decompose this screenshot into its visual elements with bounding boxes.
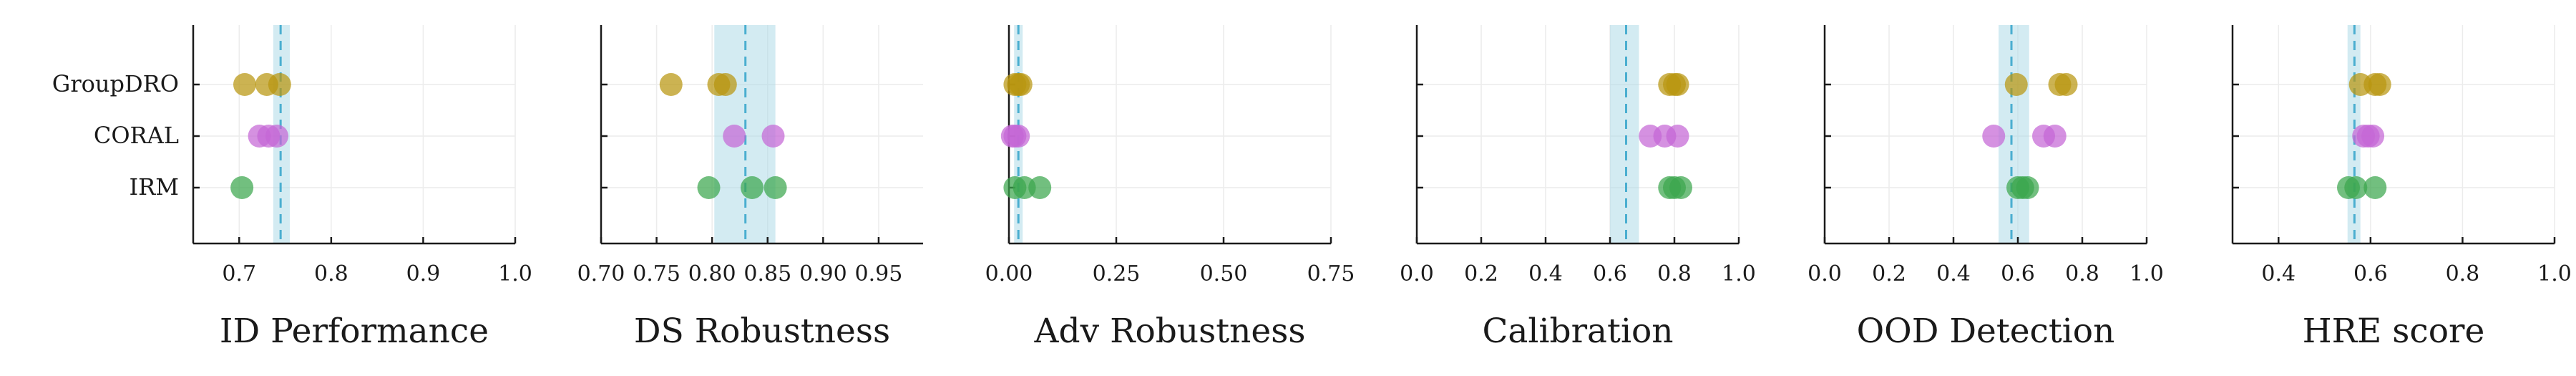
x-tick-label: 0.6 (2001, 261, 2035, 286)
x-tick-label: 0.00 (985, 261, 1033, 286)
data-point-groupdro (2054, 73, 2078, 96)
panel-6: 0.4 0.6 0.8 1.0 HRE score (2231, 25, 2572, 351)
x-tick-label: 0.50 (1200, 261, 1248, 286)
x-tick-label: 0.9 (406, 261, 441, 286)
x-tick-label: 0.7 (222, 261, 256, 286)
x-tick-label: 0.4 (2261, 261, 2296, 286)
data-point-groupdro (233, 73, 256, 96)
data-point-irm (763, 176, 787, 199)
data-point-groupdro (713, 73, 737, 96)
y-tick-label: GroupDRO (52, 70, 179, 97)
data-point-irm (2363, 176, 2387, 199)
reference-band (1610, 25, 1639, 244)
x-tick-label: 0.8 (314, 261, 348, 286)
data-point-irm (2344, 176, 2368, 199)
x-tick-label: 0.80 (688, 261, 736, 286)
x-axis-label: OOD Detection (1857, 312, 2115, 351)
x-tick-label: 1.0 (2129, 261, 2164, 286)
panel-1: GroupDRO CORAL IRM 0.7 0.8 0.9 1.0 ID Performan… (52, 25, 532, 351)
data-point-irm (1028, 176, 1052, 199)
panel-2: 0.70 0.75 0.80 0.85 0.90 0.95 DS Robustness (577, 25, 923, 351)
x-tick-label: 0.4 (1936, 261, 1971, 286)
panel-3: 0.00 0.25 0.50 0.75 Adv Robustness (985, 25, 1355, 351)
data-point-irm (741, 176, 764, 199)
x-tick-label: 0.25 (1093, 261, 1141, 286)
data-point-coral (761, 125, 785, 148)
data-point-coral (2361, 125, 2385, 148)
panel-5: 0.0 0.2 0.4 0.6 0.8 1.0 OOD Detection (1807, 25, 2164, 351)
data-point-groupdro (659, 73, 683, 96)
x-axis-label: Calibration (1482, 312, 1673, 351)
data-point-coral (1982, 125, 2006, 148)
x-tick-label: 0.95 (855, 261, 903, 286)
data-point-irm (697, 176, 721, 199)
x-tick-label: 0.4 (1528, 261, 1563, 286)
x-axis-label: ID Performance (220, 312, 489, 351)
x-tick-label: 0.0 (1400, 261, 1434, 286)
x-tick-label: 0.75 (633, 261, 680, 286)
x-tick-label: 1.0 (1722, 261, 1756, 286)
data-point-coral (723, 125, 746, 148)
data-point-irm (230, 176, 254, 199)
x-tick-label: 0.90 (799, 261, 847, 286)
x-tick-label: 0.8 (1657, 261, 1692, 286)
data-point-groupdro (1009, 73, 1033, 96)
x-axis-label: DS Robustness (634, 312, 890, 351)
y-tick-label: IRM (130, 173, 180, 201)
x-tick-label: 0.6 (1593, 261, 1627, 286)
x-axis-label: HRE score (2303, 312, 2485, 351)
data-point-groupdro (2004, 73, 2028, 96)
x-tick-label: 0.8 (2065, 261, 2099, 286)
x-tick-label: 0.75 (1307, 261, 1355, 286)
data-point-coral (1666, 125, 1689, 148)
x-tick-label: 1.0 (498, 261, 532, 286)
data-point-coral (265, 125, 288, 148)
y-tick-label: CORAL (94, 122, 179, 149)
data-point-irm (1669, 176, 1692, 199)
x-tick-label: 0.8 (2446, 261, 2480, 286)
x-axis-label: Adv Robustness (1034, 312, 1306, 351)
data-point-irm (2016, 176, 2039, 199)
panel-4: 0.0 0.2 0.4 0.6 0.8 1.0 Calibration (1400, 25, 1756, 351)
data-point-coral (2043, 125, 2067, 148)
x-tick-label: 0.6 (2353, 261, 2388, 286)
x-tick-label: 1.0 (2537, 261, 2572, 286)
data-point-groupdro (1666, 73, 1689, 96)
data-point-groupdro (268, 73, 291, 96)
x-tick-label: 0.85 (743, 261, 791, 286)
data-point-groupdro (2368, 73, 2391, 96)
x-tick-label: 0.0 (1807, 261, 1842, 286)
data-point-coral (1007, 125, 1030, 148)
x-tick-label: 0.70 (577, 261, 625, 286)
x-tick-label: 0.2 (1872, 261, 1906, 286)
x-tick-label: 0.2 (1464, 261, 1498, 286)
